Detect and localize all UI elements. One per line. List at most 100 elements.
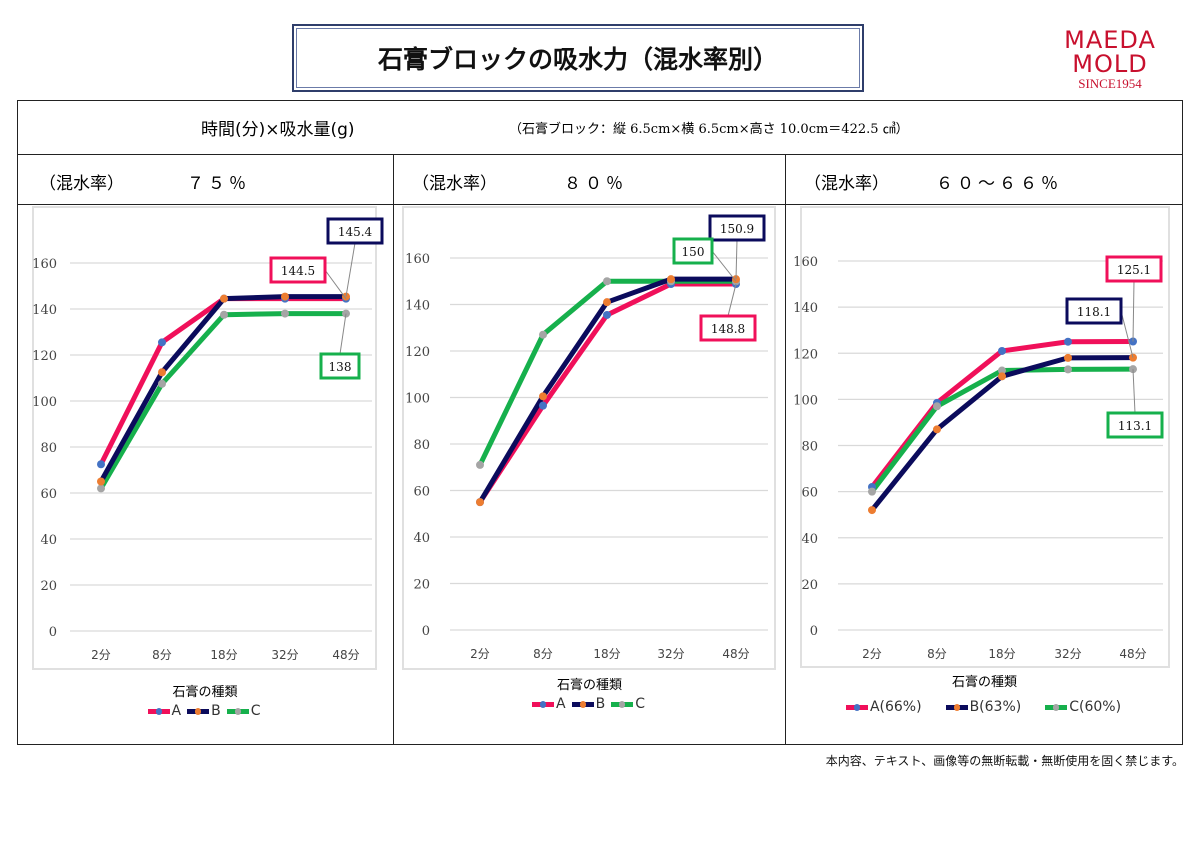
plot-area <box>32 206 377 670</box>
data-label: 138 <box>329 360 352 374</box>
y-tick-label: 20 <box>801 578 818 593</box>
legend-label: C <box>635 696 645 712</box>
data-point-A <box>97 460 105 469</box>
legend-swatch <box>845 703 868 711</box>
legend-label: B <box>595 696 606 712</box>
legend: A B C <box>17 703 393 719</box>
y-tick-label: 40 <box>801 532 818 547</box>
x-tick-label: 48分 <box>722 647 749 661</box>
y-tick-label: 60 <box>801 486 818 501</box>
block-dimensions: （石膏ブロック：縦 6.5cm×横 6.5cm×高さ 10.0cm＝422.5 … <box>509 122 909 137</box>
x-tick-label: 2分 <box>862 647 882 661</box>
data-point-B(63%) <box>933 425 941 434</box>
logo-line1: MAEDA <box>1064 26 1156 54</box>
data-label: 150 <box>682 245 705 259</box>
data-point-C <box>220 310 228 319</box>
data-point-C(60%) <box>998 366 1006 375</box>
y-tick-label: 160 <box>793 255 818 270</box>
legend-item-C(60%)[interactable]: C(60%) <box>1045 699 1121 715</box>
callout-leader <box>345 242 356 297</box>
data-point-C(60%) <box>1064 365 1072 374</box>
data-label-box <box>1106 411 1164 439</box>
legend-swatch <box>226 707 249 715</box>
legend-label: A(66%) <box>869 699 922 715</box>
data-point-B <box>158 368 166 377</box>
data-point-B(63%) <box>868 506 876 515</box>
legend-item-C[interactable]: C <box>226 703 261 719</box>
legend: A(66%) B(63%) C(60%) <box>786 699 1183 715</box>
legend-label: C(60%) <box>1069 699 1122 715</box>
data-point-C <box>476 460 484 469</box>
maeda-mold-logo: MAEDA MOLD SINCE1954 <box>1040 28 1180 92</box>
data-point-A <box>158 338 166 347</box>
logo-line2: MOLD <box>1072 50 1148 78</box>
data-label-box <box>319 352 361 380</box>
y-tick-label: 100 <box>405 392 430 407</box>
legend-item-A[interactable]: A <box>147 703 181 719</box>
data-point-C <box>97 484 105 493</box>
y-tick-label: 60 <box>40 487 57 502</box>
data-point-B(63%) <box>1064 353 1072 362</box>
legend-swatch <box>147 707 170 715</box>
x-tick-label: 32分 <box>657 647 684 661</box>
line-chart-2: 0 20 40 60 80 100 120 140 160 2分 8分 18分 32分 48分 148.8 1… <box>402 206 776 670</box>
data-point-C <box>539 330 547 339</box>
page-title: 石膏ブロックの吸水力（混水率別） <box>292 24 864 92</box>
legend: A B C <box>394 696 785 712</box>
legend-label: C <box>250 703 261 719</box>
data-point-C(60%) <box>868 487 876 496</box>
callout-leader <box>1120 310 1134 358</box>
legend-item-B[interactable]: B <box>187 703 221 719</box>
legend-swatch <box>1045 703 1068 711</box>
y-tick-label: 140 <box>793 301 818 316</box>
legend-item-A[interactable]: A <box>532 696 566 712</box>
legend-item-A(66%)[interactable]: A(66%) <box>845 699 922 715</box>
line-chart-1: 0 20 40 60 80 100 120 140 160 2分 8分 18分 32分 48分 144.5 1… <box>32 206 384 670</box>
data-point-C <box>281 309 289 318</box>
data-point-A <box>603 310 611 319</box>
panel-header: （混水率） ７５％ <box>17 155 393 205</box>
legend-swatch <box>532 700 555 708</box>
y-tick-label: 100 <box>32 395 57 410</box>
data-point-B(63%) <box>998 372 1006 381</box>
mix-ratio-value: ６０～６６％ <box>936 174 1062 194</box>
legend-item-C[interactable]: C <box>611 696 645 712</box>
x-tick-label: 2分 <box>91 648 111 662</box>
y-tick-label: 80 <box>413 438 430 453</box>
data-label: 113.1 <box>1118 419 1152 433</box>
legend-title: 石膏の種類 <box>556 678 622 693</box>
copyright-notice: 本内容、テキスト、画像等の無断転載・無断使用を固く禁じます。 <box>825 754 1184 768</box>
data-label: 144.5 <box>281 264 315 278</box>
y-tick-label: 80 <box>40 441 57 456</box>
data-label-box <box>1105 255 1163 283</box>
data-point-B <box>539 392 547 401</box>
legend-title: 石膏の種類 <box>172 685 238 700</box>
mix-ratio-value: ７５％ <box>187 174 250 194</box>
y-tick-label: 120 <box>405 345 430 360</box>
mix-ratio-label: （混水率） <box>804 174 889 194</box>
x-tick-label: 32分 <box>1054 647 1081 661</box>
data-label: 145.4 <box>338 225 373 239</box>
data-label: 118.1 <box>1077 305 1111 319</box>
data-point-B <box>476 498 484 507</box>
legend-item-B(63%)[interactable]: B(63%) <box>945 699 1021 715</box>
data-point-A(66%) <box>998 346 1006 355</box>
data-point-C(60%) <box>933 402 941 411</box>
panel-header: （混水率） ８０％ <box>394 155 785 205</box>
y-tick-label: 20 <box>40 579 57 594</box>
data-label-box <box>269 256 327 284</box>
logo-line3: SINCE1954 <box>1078 76 1142 91</box>
mix-ratio-label: （混水率） <box>412 174 497 194</box>
data-point-B <box>220 294 228 303</box>
legend-item-B[interactable]: B <box>571 696 606 712</box>
plot-area <box>402 206 776 670</box>
y-tick-label: 0 <box>49 625 57 640</box>
callout-leader <box>735 239 738 280</box>
data-point-C <box>603 277 611 286</box>
y-tick-label: 120 <box>32 349 57 364</box>
panel-header: （混水率） ６０～６６％ <box>786 155 1183 205</box>
panel-80: （混水率） ８０％ 石膏の種類 A B C <box>393 155 785 745</box>
legend-swatch <box>187 707 210 715</box>
data-label-box <box>699 314 757 342</box>
